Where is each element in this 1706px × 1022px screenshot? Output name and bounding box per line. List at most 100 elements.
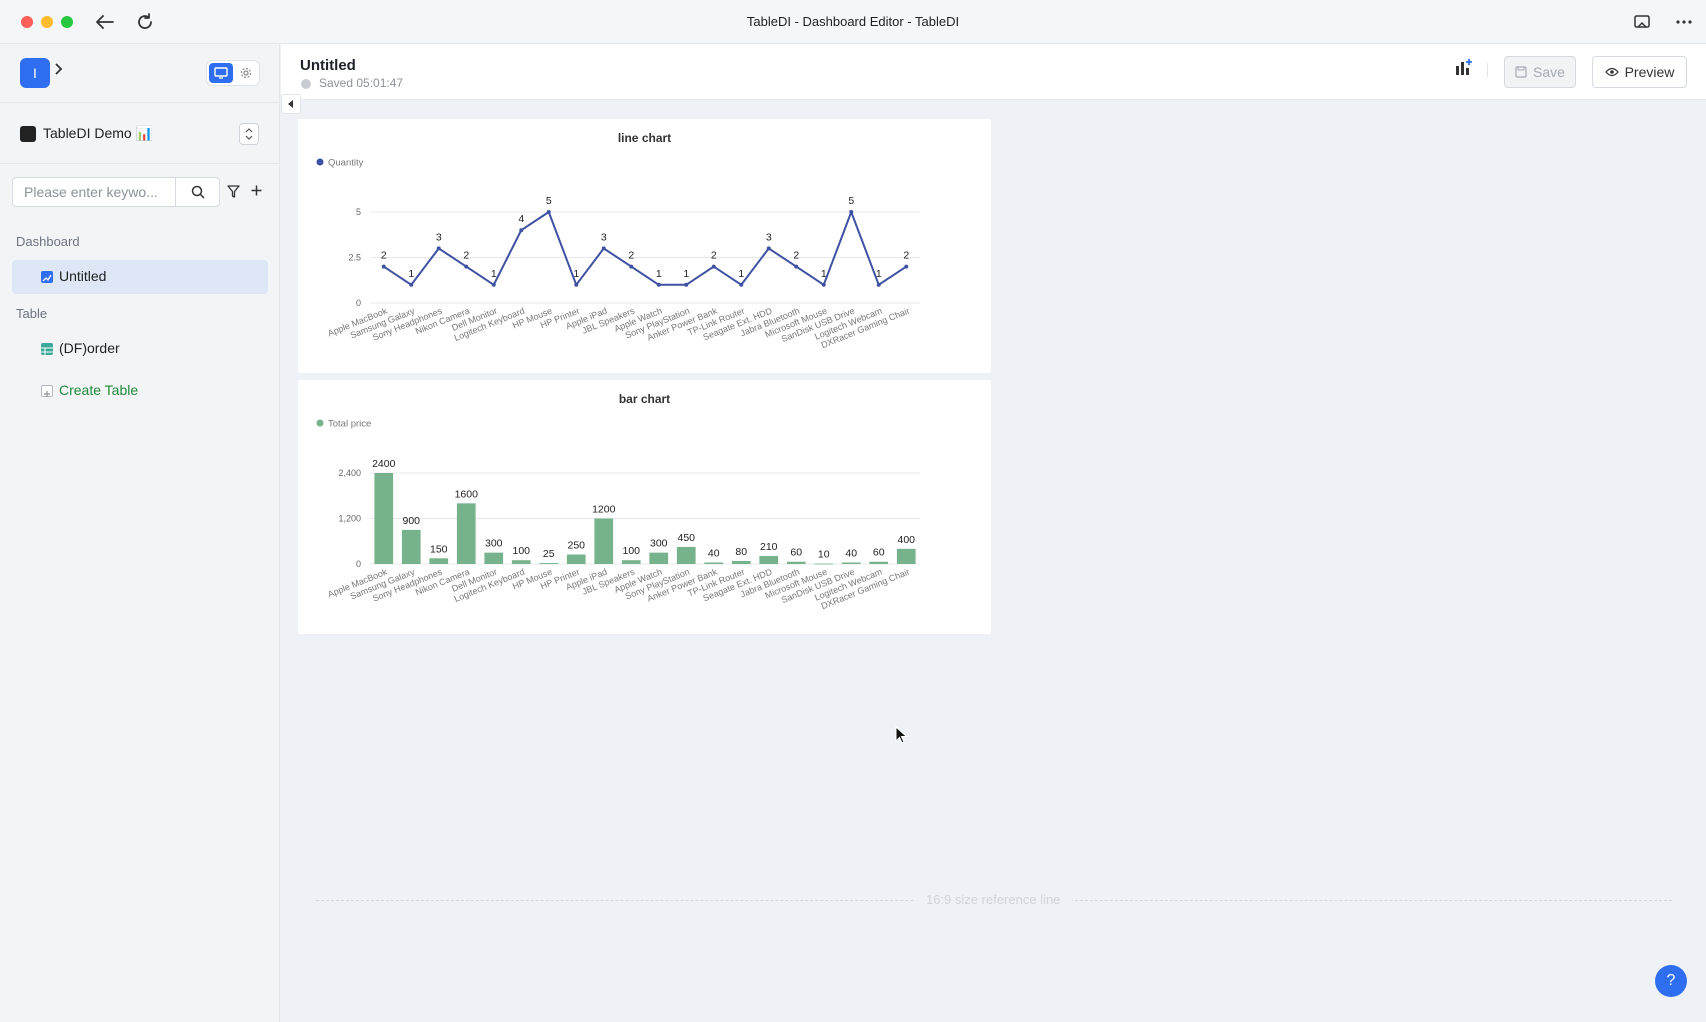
- bar: [374, 473, 394, 564]
- data-label: 2: [463, 250, 469, 262]
- data-label: 1200: [592, 504, 616, 516]
- data-point: [711, 264, 716, 269]
- reload-icon[interactable]: [133, 10, 157, 34]
- bar: [539, 563, 559, 564]
- cast-icon[interactable]: [1630, 10, 1654, 34]
- data-point: [436, 246, 441, 251]
- bar: [401, 529, 421, 564]
- back-arrow-icon[interactable]: [93, 10, 117, 34]
- dashboard-section-label: Dashboard: [16, 234, 80, 249]
- table-section-label: Table: [16, 306, 48, 321]
- saved-status: Saved 05:01:47: [319, 76, 404, 90]
- more-options-icon[interactable]: [1672, 10, 1696, 34]
- bar: [456, 503, 476, 564]
- data-point: [546, 210, 551, 214]
- data-label: 2: [628, 250, 634, 262]
- chevron-right-icon[interactable]: [54, 62, 64, 81]
- mouse-cursor: [895, 725, 909, 744]
- data-label: 2: [381, 250, 387, 262]
- data-point: [381, 264, 386, 269]
- search-input[interactable]: [13, 178, 175, 206]
- y-tick-label: 5: [356, 207, 361, 217]
- create-table-button[interactable]: Create Table: [12, 374, 268, 408]
- sidebar-item-order-table[interactable]: (DF)order: [12, 332, 268, 366]
- workspace-name[interactable]: TableDI Demo 📊: [43, 125, 154, 141]
- add-icon[interactable]: [248, 180, 264, 200]
- data-label: 300: [485, 538, 503, 550]
- data-label: 100: [622, 545, 640, 557]
- data-label: 80: [735, 546, 747, 558]
- search-button[interactable]: [175, 178, 219, 206]
- add-chart-icon[interactable]: [1454, 57, 1476, 79]
- header-divider: [1487, 63, 1488, 77]
- sidebar-item-untitled-dashboard[interactable]: Untitled: [12, 260, 268, 294]
- data-point: [656, 282, 661, 287]
- data-label: 300: [650, 538, 668, 550]
- sidebar-item-label: Untitled: [59, 268, 107, 284]
- y-tick-label: 2,400: [338, 468, 361, 478]
- page-title[interactable]: Untitled: [300, 57, 356, 74]
- y-tick-label: 1,200: [338, 514, 361, 524]
- data-point: [794, 264, 799, 269]
- help-button[interactable]: ?: [1655, 965, 1687, 997]
- data-label: 1: [573, 268, 579, 280]
- data-point: [876, 282, 881, 287]
- data-label: 1: [408, 268, 414, 280]
- plus-icon: [41, 385, 53, 397]
- preview-button[interactable]: Preview: [1592, 56, 1687, 88]
- data-label: 400: [897, 534, 915, 546]
- data-label: 1: [683, 268, 689, 280]
- workspace-switch-icon[interactable]: [239, 123, 259, 145]
- workspace-icon: [20, 126, 36, 142]
- sidebar-divider: [0, 163, 280, 164]
- save-label: Save: [1533, 64, 1565, 80]
- sidebar-item-label: (DF)order: [59, 340, 120, 356]
- data-label: 3: [436, 231, 442, 243]
- data-label: 100: [512, 545, 530, 557]
- data-label: 5: [848, 195, 854, 207]
- search-icon: [191, 185, 205, 199]
- data-label: 5: [546, 195, 552, 207]
- bar: [484, 552, 504, 564]
- legend-label: Quantity: [328, 158, 364, 169]
- legend-marker: [316, 158, 324, 166]
- dashboard-icon: [41, 271, 53, 283]
- data-point: [739, 282, 744, 287]
- data-point: [519, 228, 524, 233]
- table-icon: [41, 343, 53, 356]
- view-mode-toggle[interactable]: [206, 60, 260, 86]
- bar: [814, 563, 834, 565]
- bar: [621, 560, 641, 564]
- data-label: 2: [711, 250, 717, 262]
- app-logo[interactable]: I: [20, 58, 50, 88]
- create-table-label: Create Table: [59, 382, 139, 398]
- data-point: [849, 210, 854, 214]
- reference-line-label: 16:9 size reference line: [914, 892, 1073, 907]
- window-title: TableDI - Dashboard Editor - TableDI: [746, 14, 960, 29]
- data-label: 1: [876, 268, 882, 280]
- data-point: [904, 264, 909, 269]
- minimize-window-button[interactable]: [41, 16, 53, 28]
- data-label: 1: [738, 268, 744, 280]
- bar: [731, 560, 751, 564]
- data-label: 25: [543, 548, 555, 560]
- sidebar: I TableDI Demo 📊 Dashboard Untitled Tabl…: [0, 44, 280, 1022]
- save-button[interactable]: Save: [1504, 56, 1576, 88]
- filter-icon[interactable]: [225, 183, 241, 199]
- settings-gear-icon[interactable]: [235, 63, 257, 83]
- bar: [841, 562, 861, 564]
- collapse-sidebar-button[interactable]: [281, 94, 301, 114]
- chart-title: line chart: [617, 131, 672, 145]
- bar-chart-card[interactable]: bar chart Total price 0 1,200 2,400 2400 900 1…: [298, 380, 991, 634]
- data-label: 1: [821, 268, 827, 280]
- data-label: 10: [818, 549, 830, 561]
- data-point: [491, 282, 496, 287]
- desktop-view-icon[interactable]: [209, 63, 233, 83]
- line-chart-card[interactable]: line chart Quantity 0 2.5 5 2 1 3 2 1 4 5 1 3 2 1 1 2 1 3 2…: [298, 119, 991, 373]
- data-label: 2: [903, 250, 909, 262]
- y-tick-label: 0: [356, 298, 361, 308]
- close-window-button[interactable]: [21, 16, 33, 28]
- zoom-window-button[interactable]: [61, 16, 73, 28]
- bar: [896, 548, 916, 564]
